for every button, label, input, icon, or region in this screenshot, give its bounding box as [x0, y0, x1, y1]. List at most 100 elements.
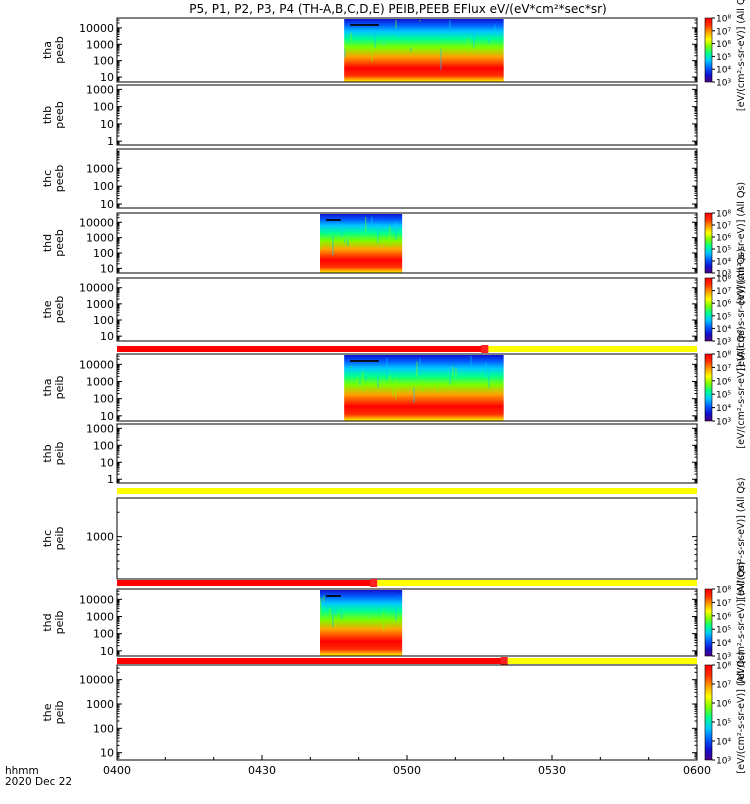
- spectrogram-streak: [359, 381, 361, 386]
- y-axis-label-line: tha: [41, 41, 54, 59]
- y-tick-label: 1000: [86, 376, 114, 389]
- y-tick-label: 10000: [79, 674, 114, 687]
- panel-frame: [116, 17, 698, 83]
- spectrogram-streak: [470, 355, 472, 371]
- colorbar-swatch: [704, 277, 713, 342]
- panel-tha_peeb: 10 100 1000 10000 thapeeb 10³ 10⁴ 10⁵ 10⁶ 10⁷ 10⁸ […: [41, 0, 747, 111]
- colorbar-tick-label: 10⁴: [716, 639, 731, 649]
- spectrogram-streak: [347, 238, 349, 247]
- y-tick-label: 1000: [86, 422, 114, 435]
- spectrogram-streak: [329, 608, 331, 625]
- panel-frame: [116, 588, 698, 657]
- y-tick-label: 1000: [86, 298, 114, 311]
- y-axis-label-line: peib: [53, 376, 66, 400]
- y-tick-label: 1000: [86, 611, 114, 624]
- y-axis-label-line: the: [41, 300, 54, 318]
- colorbar-tick-label: 10⁵: [716, 312, 731, 322]
- status-bar-thd_peib: [117, 657, 697, 665]
- spectrogram-streak: [344, 48, 346, 58]
- spectrogram-streak: [341, 223, 343, 237]
- y-tick-label: 100: [93, 722, 114, 735]
- x-tick-label: 0400: [103, 764, 131, 777]
- spectrogram-streak: [350, 32, 352, 42]
- colorbar-tick-label: 10³: [716, 79, 731, 89]
- y-axis-label-line: peeb: [53, 229, 66, 257]
- y-tick-label: 100: [93, 247, 114, 260]
- status-bar-red: [117, 580, 374, 586]
- spectrogram-streak: [386, 357, 388, 379]
- spectrogram-streak: [320, 597, 322, 615]
- colorbar-tick-label: 10⁷: [716, 681, 731, 691]
- fill-marker: [350, 360, 379, 362]
- y-tick-label: 10000: [79, 358, 114, 371]
- colorbar-tick-label: 10⁶: [716, 377, 731, 387]
- colorbar-tick-label: 10⁴: [716, 66, 731, 76]
- colorbar-tick-label: 10⁸: [716, 275, 731, 285]
- spectrogram-streak: [395, 19, 397, 29]
- colorbar: 10³ 10⁴ 10⁵ 10⁶ 10⁷ 10⁸: [704, 586, 731, 663]
- spectrogram-block: [320, 590, 403, 656]
- spectrogram-streak: [383, 42, 385, 45]
- spectrogram-streak: [488, 38, 490, 44]
- spectrogram-fill: [320, 214, 403, 273]
- y-axis-label-line: peeb: [53, 36, 66, 64]
- spectrogram-streak: [398, 33, 400, 38]
- panel-thb_peib: 1 10 100 1000 thbpeib: [41, 422, 698, 486]
- y-axis-label: thepeib: [41, 701, 66, 725]
- colorbar-tick-label: 10⁸: [716, 351, 731, 361]
- spectrogram-streak: [374, 29, 376, 49]
- spectrogram-streak: [488, 365, 490, 388]
- y-axis-label: thbpeeb: [41, 101, 66, 129]
- y-axis-label: thcpeib: [41, 527, 66, 551]
- panel-tha_peib: 10 100 1000 10000 thapeib 10³ 10⁴ 10⁵ 10⁶ 10⁷ 10⁸ […: [41, 326, 747, 448]
- fill-marker: [326, 595, 341, 597]
- y-tick-label: 10000: [79, 282, 114, 295]
- status-bar-yellow: [117, 488, 697, 494]
- spectrogram-streak: [416, 361, 418, 377]
- y-tick-label: 10000: [79, 216, 114, 229]
- spectrogram-streak: [341, 611, 343, 620]
- y-tick-label: 1000: [86, 698, 114, 711]
- colorbar: 10³ 10⁴ 10⁵ 10⁶ 10⁷ 10⁸: [704, 210, 731, 280]
- panels-layer: 10100100010000thapeeb10³10⁴10⁵10⁶10⁷10⁸[…: [41, 0, 747, 774]
- spectrogram-streak: [344, 239, 346, 243]
- y-tick-label: 10: [100, 330, 114, 343]
- colorbar-tick-label: 10⁸: [716, 210, 731, 220]
- y-tick-label: 10000: [79, 593, 114, 606]
- panel-frame: [116, 84, 698, 146]
- y-axis-label-line: tha: [41, 378, 54, 396]
- colorbar-tick-label: 10³: [716, 270, 731, 280]
- y-tick-label: 100: [93, 314, 114, 327]
- status-bar-marker: [500, 657, 508, 665]
- colorbar-tick-label: 10⁸: [716, 586, 731, 596]
- spectrogram-streak: [350, 365, 352, 368]
- panel-the_peeb: 10 100 1000 10000 thepeeb 10³ 10⁴ 10⁵ 10⁶ 10⁷ 10⁸ […: [41, 248, 747, 370]
- y-axis-label: thbpeib: [41, 442, 66, 466]
- panel-frame: [116, 664, 698, 761]
- colorbar-tick-label: 10⁴: [716, 325, 731, 335]
- y-axis-label-line: peib: [53, 611, 66, 635]
- x-axis-label-line: 2020 Dec 22: [5, 776, 72, 788]
- colorbar: 10³ 10⁴ 10⁵ 10⁶ 10⁷ 10⁸: [704, 15, 731, 89]
- spectrogram-streak: [395, 378, 397, 400]
- spectrogram-streak: [350, 240, 352, 242]
- y-axis-label-line: thd: [41, 613, 54, 631]
- spectrogram-streak: [395, 605, 397, 621]
- x-axis-label-line: hhmm: [5, 765, 39, 777]
- chart-title: P5, P1, P2, P3, P4 (TH-A,B,C,D,E) PEIB,P…: [189, 2, 606, 16]
- panel-frame: [116, 423, 698, 484]
- spectrogram-streak: [326, 232, 328, 234]
- y-axis-label-line: peeb: [53, 296, 66, 324]
- spectrogram-streak: [473, 33, 475, 49]
- spectrogram-streak: [446, 36, 448, 38]
- spectrogram-block: [320, 214, 403, 273]
- spectrogram-streak: [413, 387, 415, 403]
- spectrogram-streak: [362, 371, 364, 392]
- spectrogram-streak: [323, 595, 325, 602]
- colorbar: 10³ 10⁴ 10⁵ 10⁶ 10⁷ 10⁸: [704, 351, 731, 428]
- y-tick-label: 10: [100, 198, 114, 211]
- x-tick-label: 0530: [538, 764, 566, 777]
- x-tick-label: 0500: [393, 764, 421, 777]
